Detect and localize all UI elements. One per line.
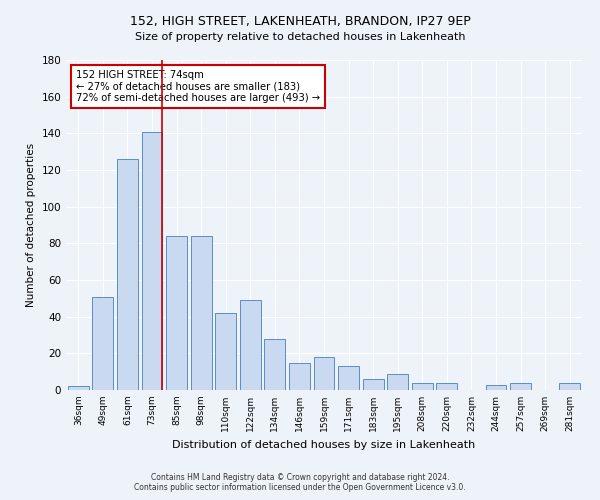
- Bar: [215, 313, 236, 390]
- X-axis label: Distribution of detached houses by size in Lakenheath: Distribution of detached houses by size …: [172, 440, 476, 450]
- Bar: [510, 382, 531, 390]
- Bar: [117, 159, 138, 390]
- Bar: [289, 362, 310, 390]
- Text: 152, HIGH STREET, LAKENHEATH, BRANDON, IP27 9EP: 152, HIGH STREET, LAKENHEATH, BRANDON, I…: [130, 15, 470, 28]
- Bar: [436, 382, 457, 390]
- Text: Size of property relative to detached houses in Lakenheath: Size of property relative to detached ho…: [135, 32, 465, 42]
- Bar: [92, 296, 113, 390]
- Bar: [191, 236, 212, 390]
- Bar: [68, 386, 89, 390]
- Bar: [314, 357, 334, 390]
- Bar: [485, 384, 506, 390]
- Bar: [387, 374, 408, 390]
- Bar: [338, 366, 359, 390]
- Y-axis label: Number of detached properties: Number of detached properties: [26, 143, 36, 307]
- Text: Contains HM Land Registry data © Crown copyright and database right 2024.
Contai: Contains HM Land Registry data © Crown c…: [134, 473, 466, 492]
- Bar: [142, 132, 163, 390]
- Bar: [362, 379, 383, 390]
- Text: 152 HIGH STREET: 74sqm
← 27% of detached houses are smaller (183)
72% of semi-de: 152 HIGH STREET: 74sqm ← 27% of detached…: [76, 70, 320, 103]
- Bar: [412, 382, 433, 390]
- Bar: [240, 300, 261, 390]
- Bar: [559, 382, 580, 390]
- Bar: [265, 338, 286, 390]
- Bar: [166, 236, 187, 390]
